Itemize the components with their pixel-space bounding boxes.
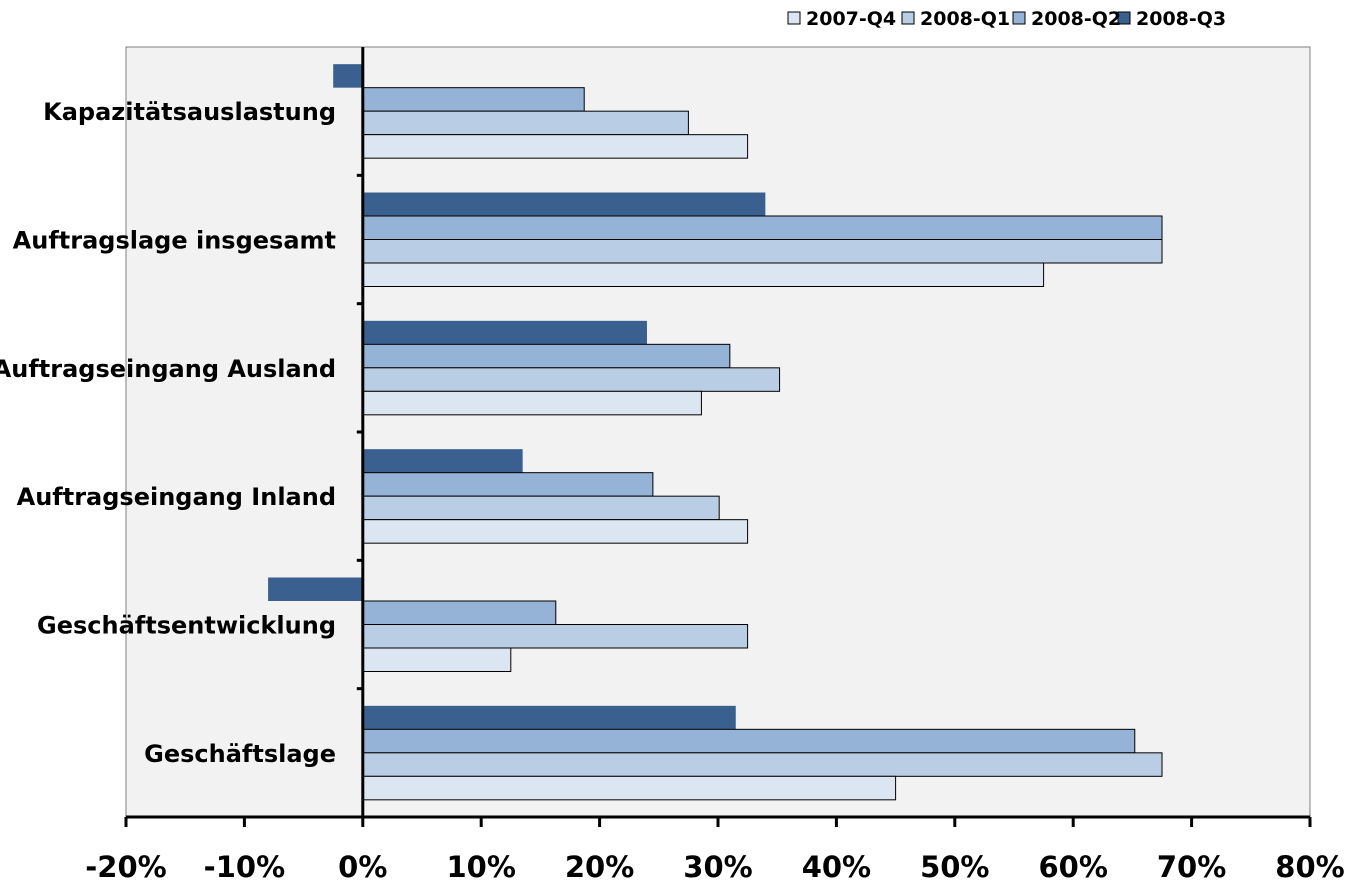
legend-swatch-2008-q2: [1012, 11, 1026, 25]
category-label-kapazitaetsauslastung: Kapazitätsauslastung: [43, 98, 336, 126]
bar-kapazitaetsauslastung-2007-q4: [362, 134, 749, 159]
legend-swatch-2008-q1: [901, 11, 915, 25]
legend-label-2008-q1: 2008-Q1: [920, 8, 1010, 30]
bar-geschaeftslage-2008-q1: [362, 752, 1163, 777]
bar-geschaeftslage-2007-q4: [362, 775, 897, 801]
category-label-auftragslage-insgesamt: Auftragslage insgesamt: [13, 227, 336, 255]
x-tick-label: -10%: [204, 850, 285, 884]
x-tick-label: -20%: [85, 850, 166, 884]
legend-label-2008-q2: 2008-Q2: [1031, 8, 1121, 30]
bar-auftragseingang-ausland-2008-q2: [362, 343, 731, 369]
bar-geschaeftslage-2008-q2: [362, 728, 1136, 754]
legend-label-2007-q4: 2007-Q4: [806, 8, 896, 30]
axes-group: [124, 47, 1312, 827]
bar-geschaeftslage-2008-q3: [362, 705, 736, 730]
bar-geschaeftsentwicklung-2008-q2: [362, 600, 557, 625]
bar-auftragseingang-inland-2008-q1: [362, 495, 720, 521]
x-tick-label: 80%: [1275, 850, 1344, 884]
x-tick-label: 70%: [1157, 850, 1226, 884]
x-tick-label: 0%: [338, 850, 387, 884]
category-labels: Kapazitätsauslastung Auftragslage insgesa…: [0, 98, 336, 768]
legend-label-2008-q3: 2008-Q3: [1136, 8, 1226, 30]
x-tick-labels: -20% -10% 0% 10% 20% 30% 40% 50% 60% 70% 80%: [85, 850, 1344, 884]
legend-swatch-2007-q4: [787, 11, 801, 25]
x-tick-label: 30%: [683, 850, 752, 884]
x-tick-label: 10%: [446, 850, 515, 884]
category-label-geschaeftslage: Geschäftslage: [144, 740, 336, 768]
legend: 2008-Q3 2008-Q2 2008-Q1 2007-Q4: [787, 8, 1226, 30]
legend-swatch-2008-q3: [1117, 11, 1131, 25]
bar-auftragseingang-inland-2008-q2: [362, 472, 654, 497]
bar-geschaeftsentwicklung-2007-q4: [362, 647, 512, 672]
category-label-auftragseingang-ausland: Auftragseingang Ausland: [0, 355, 336, 383]
category-label-geschaeftsentwicklung: Geschäftsentwicklung: [37, 612, 336, 640]
bar-auftragseingang-inland-2007-q4: [362, 519, 749, 544]
bar-auftragseingang-ausland-2008-q3: [362, 320, 647, 345]
x-tick-label: 40%: [802, 850, 871, 884]
bar-auftragseingang-inland-2008-q3: [362, 449, 523, 473]
bar-auftragseingang-ausland-2007-q4: [362, 390, 702, 416]
bars-group: [268, 64, 1163, 801]
x-tick-label: 60%: [1038, 850, 1107, 884]
bar-auftragseingang-ausland-2008-q1: [362, 367, 781, 392]
bar-auftragslage-insgesamt-2007-q4: [362, 262, 1045, 287]
bar-kapazitaetsauslastung-2008-q2: [362, 87, 585, 112]
bar-auftragslage-insgesamt-2008-q3: [362, 192, 766, 216]
bar-auftragslage-insgesamt-2008-q1: [362, 239, 1163, 264]
category-label-auftragseingang-inland: Auftragseingang Inland: [17, 483, 336, 511]
bar-auftragslage-insgesamt-2008-q2: [362, 215, 1163, 240]
x-tick-label: 20%: [565, 850, 634, 884]
bar-kapazitaetsauslastung-2008-q3: [333, 64, 363, 88]
bar-geschaeftsentwicklung-2008-q1: [362, 624, 749, 649]
bar-kapazitaetsauslastung-2008-q1: [362, 110, 689, 136]
bar-geschaeftsentwicklung-2008-q3: [268, 577, 363, 601]
plot-area: [125, 46, 1311, 818]
x-tick-label: 50%: [920, 850, 989, 884]
